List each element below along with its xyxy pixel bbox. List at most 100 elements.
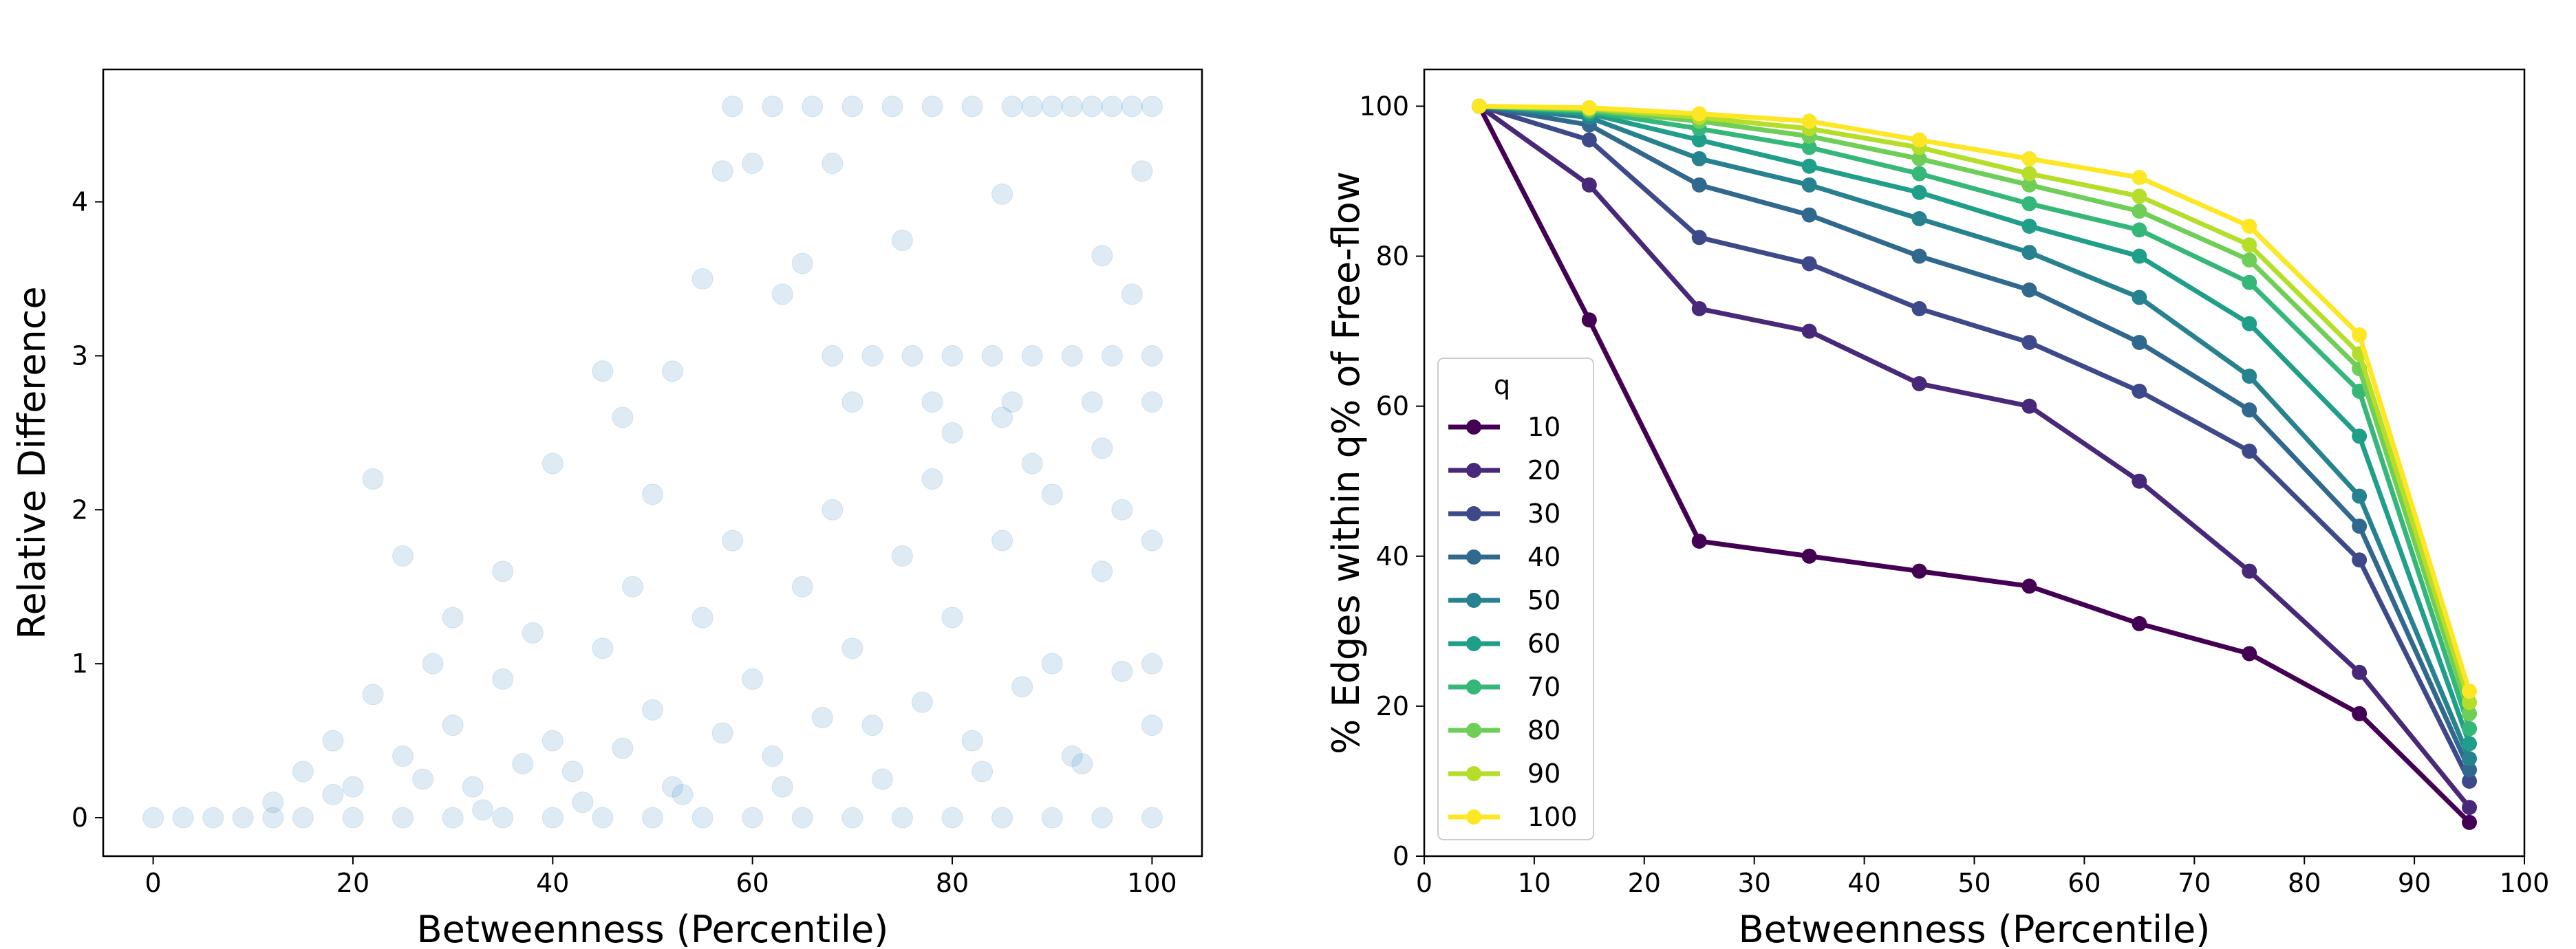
point bbox=[202, 807, 224, 829]
x-tick-label: 100 bbox=[1127, 868, 1177, 898]
point bbox=[392, 807, 414, 829]
point bbox=[841, 391, 863, 413]
y-tick-label: 1 bbox=[72, 648, 88, 679]
point bbox=[1091, 437, 1113, 459]
series-line bbox=[1479, 103, 2472, 745]
point bbox=[342, 776, 364, 798]
marker bbox=[2132, 383, 2147, 399]
marker bbox=[1801, 113, 1817, 129]
marker bbox=[2242, 444, 2257, 459]
point bbox=[901, 345, 923, 367]
marker bbox=[1581, 177, 1597, 193]
marker bbox=[1801, 548, 1817, 564]
x-tick-label: 0 bbox=[1416, 868, 1432, 898]
marker bbox=[2462, 736, 2478, 752]
point bbox=[722, 530, 744, 552]
marker bbox=[1911, 211, 1927, 227]
point bbox=[492, 668, 514, 690]
x-tick-label: 20 bbox=[336, 868, 369, 898]
series-line bbox=[1478, 104, 2472, 783]
point bbox=[232, 807, 254, 829]
point bbox=[861, 345, 883, 367]
point bbox=[1091, 245, 1113, 267]
x-tick-label: 0 bbox=[144, 868, 161, 898]
marker bbox=[2462, 762, 2478, 778]
point bbox=[1121, 96, 1143, 118]
point bbox=[492, 560, 514, 582]
legend-label: 60 bbox=[1527, 629, 1560, 659]
legend-marker bbox=[1466, 809, 1481, 825]
series-line bbox=[1479, 103, 2472, 730]
marker bbox=[1801, 256, 1817, 272]
legend-marker bbox=[1466, 549, 1481, 565]
y-tick-label: 2 bbox=[72, 494, 88, 525]
point bbox=[592, 807, 614, 829]
marker bbox=[1691, 230, 1707, 246]
point bbox=[322, 783, 344, 805]
point bbox=[891, 545, 913, 567]
point bbox=[541, 452, 564, 474]
marker bbox=[1691, 533, 1707, 549]
legend-marker bbox=[1466, 679, 1481, 695]
point bbox=[921, 468, 943, 490]
y-tick-label: 80 bbox=[1376, 241, 1409, 272]
point bbox=[762, 745, 784, 767]
point bbox=[1081, 96, 1103, 118]
point bbox=[1141, 715, 1163, 737]
point bbox=[1091, 807, 1113, 829]
point bbox=[1141, 391, 1163, 413]
marker bbox=[2021, 245, 2037, 261]
point bbox=[1141, 96, 1163, 118]
marker bbox=[2462, 695, 2478, 710]
series-line bbox=[1477, 104, 2471, 809]
series-line bbox=[1479, 103, 2472, 772]
point bbox=[742, 668, 764, 690]
point bbox=[142, 807, 164, 829]
point bbox=[991, 183, 1013, 205]
y-tick-label: 100 bbox=[1359, 91, 1409, 121]
plot-area bbox=[1471, 98, 2478, 830]
axes-frame bbox=[1423, 68, 2526, 858]
marker bbox=[2462, 773, 2478, 789]
point bbox=[881, 96, 903, 118]
marker bbox=[2242, 274, 2257, 290]
point bbox=[442, 715, 464, 737]
marker bbox=[2021, 398, 2037, 414]
point bbox=[541, 730, 564, 752]
point bbox=[392, 745, 414, 767]
point bbox=[442, 807, 464, 829]
point bbox=[1001, 391, 1023, 413]
point bbox=[691, 807, 713, 829]
legend-label: 80 bbox=[1527, 715, 1560, 745]
x-tick-label: 50 bbox=[1957, 868, 1990, 898]
point bbox=[592, 360, 614, 382]
marker bbox=[1911, 184, 1927, 200]
point bbox=[672, 783, 694, 805]
point bbox=[1091, 560, 1113, 582]
legend-marker bbox=[1466, 463, 1481, 478]
point bbox=[612, 406, 634, 428]
point bbox=[891, 807, 913, 829]
marker bbox=[1801, 207, 1817, 223]
point bbox=[911, 691, 933, 713]
point bbox=[1041, 483, 1063, 505]
marker bbox=[2021, 177, 2037, 193]
marker bbox=[2132, 615, 2147, 631]
y-tick-label: 0 bbox=[1393, 841, 1409, 871]
point bbox=[292, 761, 314, 783]
point bbox=[1081, 391, 1103, 413]
marker bbox=[2021, 166, 2037, 182]
marker bbox=[2021, 282, 2037, 298]
legend-marker bbox=[1466, 506, 1481, 521]
point bbox=[621, 576, 643, 598]
marker bbox=[1801, 323, 1817, 339]
point bbox=[1101, 345, 1123, 367]
point bbox=[941, 345, 963, 367]
point bbox=[771, 283, 793, 305]
marker bbox=[2242, 369, 2257, 384]
point bbox=[811, 707, 833, 729]
point bbox=[722, 96, 744, 118]
point bbox=[642, 807, 663, 829]
point bbox=[512, 753, 534, 775]
marker bbox=[2242, 237, 2257, 253]
